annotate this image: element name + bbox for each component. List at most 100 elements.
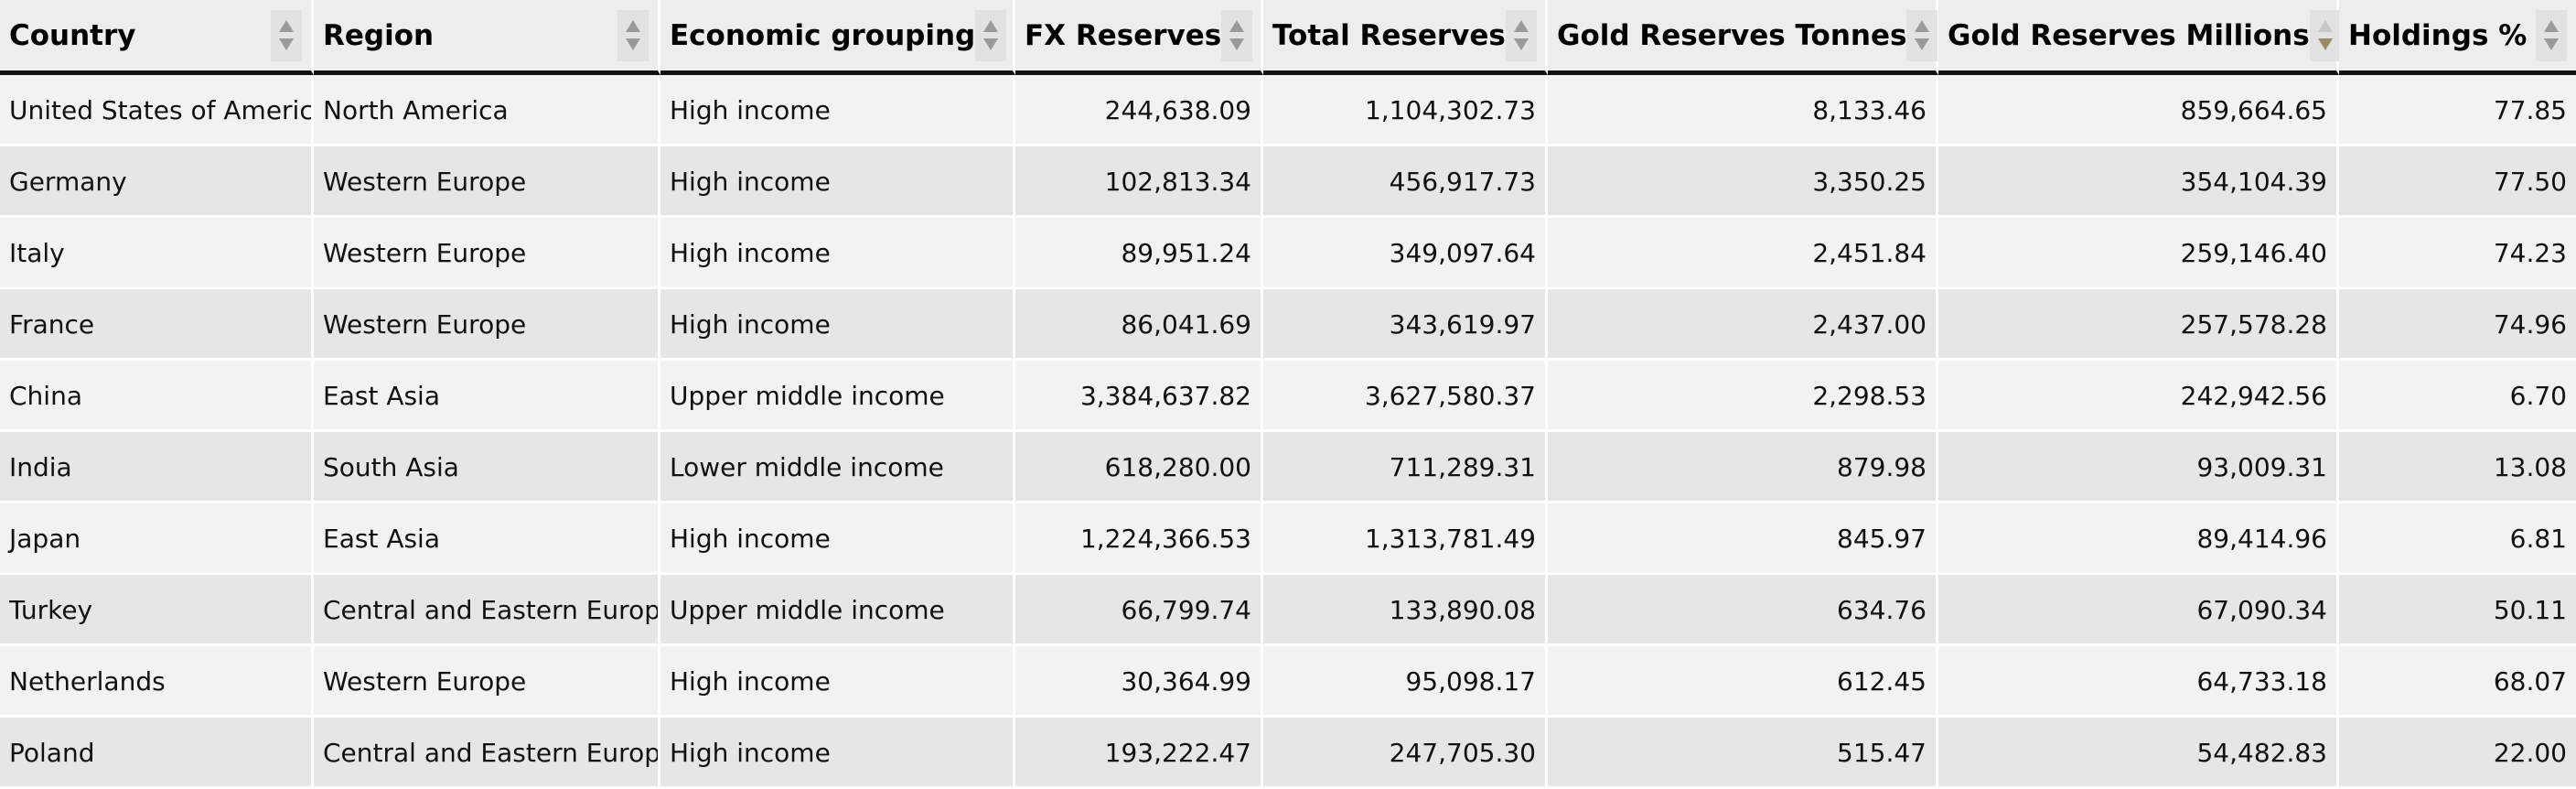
table-cell: Upper middle income <box>660 575 1015 646</box>
table-cell: 612.45 <box>1548 646 1938 718</box>
table-cell: 74.96 <box>2339 289 2576 361</box>
table-cell: 349,097.64 <box>1263 218 1548 289</box>
table-cell: High income <box>660 289 1015 361</box>
sort-down <box>1513 38 1529 50</box>
column-header[interactable]: Gold Reserves Tonnes <box>1548 0 1938 75</box>
table-cell: Central and Eastern Europe <box>314 575 660 646</box>
sort-icon[interactable] <box>1505 9 1537 61</box>
table-cell: 515.47 <box>1548 718 1938 789</box>
table-cell: 86,041.69 <box>1015 289 1263 361</box>
table-cell: 8,133.46 <box>1548 75 1938 146</box>
table-cell: High income <box>660 718 1015 789</box>
table-cell: 64,733.18 <box>1938 646 2339 718</box>
table-cell: 93,009.31 <box>1938 432 2339 503</box>
table-cell: 54,482.83 <box>1938 718 2339 789</box>
table-cell: 1,104,302.73 <box>1263 75 1548 146</box>
table-cell: 257,578.28 <box>1938 289 2339 361</box>
table-cell: High income <box>660 75 1015 146</box>
sort-down <box>2317 38 2333 50</box>
table-cell: South Asia <box>314 432 660 503</box>
table-cell: 13.08 <box>2339 432 2576 503</box>
table-cell: 74.23 <box>2339 218 2576 289</box>
sort-up <box>2317 19 2333 32</box>
sort-up <box>1513 19 1529 32</box>
column-header[interactable]: Holdings % <box>2339 0 2576 75</box>
sort-up <box>983 19 999 32</box>
table-cell: High income <box>660 146 1015 218</box>
table-cell: 95,098.17 <box>1263 646 1548 718</box>
table-cell: 77.85 <box>2339 75 2576 146</box>
table-cell: 77.50 <box>2339 146 2576 218</box>
sort-icon[interactable] <box>975 9 1007 61</box>
sort-icon[interactable] <box>1221 9 1253 61</box>
table-cell: Western Europe <box>314 146 660 218</box>
table-cell: 242,942.56 <box>1938 361 2339 432</box>
table-cell: China <box>0 361 314 432</box>
header-label: Region <box>323 18 435 52</box>
header-label: Total Reserves <box>1272 18 1506 52</box>
column-header[interactable]: Gold Reserves Millions <box>1938 0 2341 75</box>
table-cell: 859,664.65 <box>1938 75 2339 146</box>
table-cell: Western Europe <box>314 646 660 718</box>
column-header[interactable]: Total Reserves <box>1263 0 1548 75</box>
table-cell: 3,350.25 <box>1548 146 1938 218</box>
column-header[interactable]: Economic grouping <box>660 0 1015 75</box>
table-cell: 6.70 <box>2339 361 2576 432</box>
table-cell: 634.76 <box>1548 575 1938 646</box>
table-cell: 22.00 <box>2339 718 2576 789</box>
table-cell: East Asia <box>314 361 660 432</box>
table-cell: Western Europe <box>314 289 660 361</box>
table-cell: North America <box>314 75 660 146</box>
sort-down <box>626 38 640 50</box>
sort-up <box>1915 19 1930 32</box>
sort-icon[interactable] <box>617 9 649 61</box>
table-cell: 247,705.30 <box>1263 718 1548 789</box>
sort-up <box>626 19 640 32</box>
table-cell: 845.97 <box>1548 503 1938 575</box>
table-cell: 133,890.08 <box>1263 575 1548 646</box>
table-cell: 879.98 <box>1548 432 1938 503</box>
column-header[interactable]: Country <box>0 0 314 75</box>
table-cell: 89,951.24 <box>1015 218 1263 289</box>
header-label: Holdings % <box>2348 18 2528 52</box>
table-cell: Germany <box>0 146 314 218</box>
table-cell: 3,627,580.37 <box>1263 361 1548 432</box>
table-cell: Poland <box>0 718 314 789</box>
table-cell: Italy <box>0 218 314 289</box>
table-cell: Japan <box>0 503 314 575</box>
table-cell: 343,619.97 <box>1263 289 1548 361</box>
sort-up <box>279 19 294 32</box>
table-cell: 3,384,637.82 <box>1015 361 1263 432</box>
table-cell: Lower middle income <box>660 432 1015 503</box>
table-cell: 68.07 <box>2339 646 2576 718</box>
table-cell: 456,917.73 <box>1263 146 1548 218</box>
table-cell: 2,451.84 <box>1548 218 1938 289</box>
table-cell: 67,090.34 <box>1938 575 2339 646</box>
sort-icon[interactable] <box>2536 9 2567 61</box>
sort-down <box>1229 38 1245 50</box>
table-cell: 193,222.47 <box>1015 718 1263 789</box>
table-cell: 354,104.39 <box>1938 146 2339 218</box>
header-label: FX Reserves <box>1025 18 1222 52</box>
table-cell: 102,813.34 <box>1015 146 1263 218</box>
sort-up <box>1229 19 1245 32</box>
table-cell: Western Europe <box>314 218 660 289</box>
table-cell: Upper middle income <box>660 361 1015 432</box>
sort-icon[interactable] <box>271 9 302 61</box>
table-cell: 30,364.99 <box>1015 646 1263 718</box>
sort-icon[interactable] <box>1906 9 1938 61</box>
table-cell: 711,289.31 <box>1263 432 1548 503</box>
table-cell: High income <box>660 218 1015 289</box>
table-cell: Turkey <box>0 575 314 646</box>
header-label: Gold Reserves Millions <box>1948 18 2310 52</box>
column-header[interactable]: Region <box>314 0 660 75</box>
sort-down <box>279 38 294 50</box>
column-header[interactable]: FX Reserves <box>1015 0 1263 75</box>
table-cell: 50.11 <box>2339 575 2576 646</box>
sort-icon[interactable] <box>2309 9 2341 61</box>
table-cell: 6.81 <box>2339 503 2576 575</box>
table-cell: 89,414.96 <box>1938 503 2339 575</box>
sort-down <box>983 38 999 50</box>
table-cell: 66,799.74 <box>1015 575 1263 646</box>
